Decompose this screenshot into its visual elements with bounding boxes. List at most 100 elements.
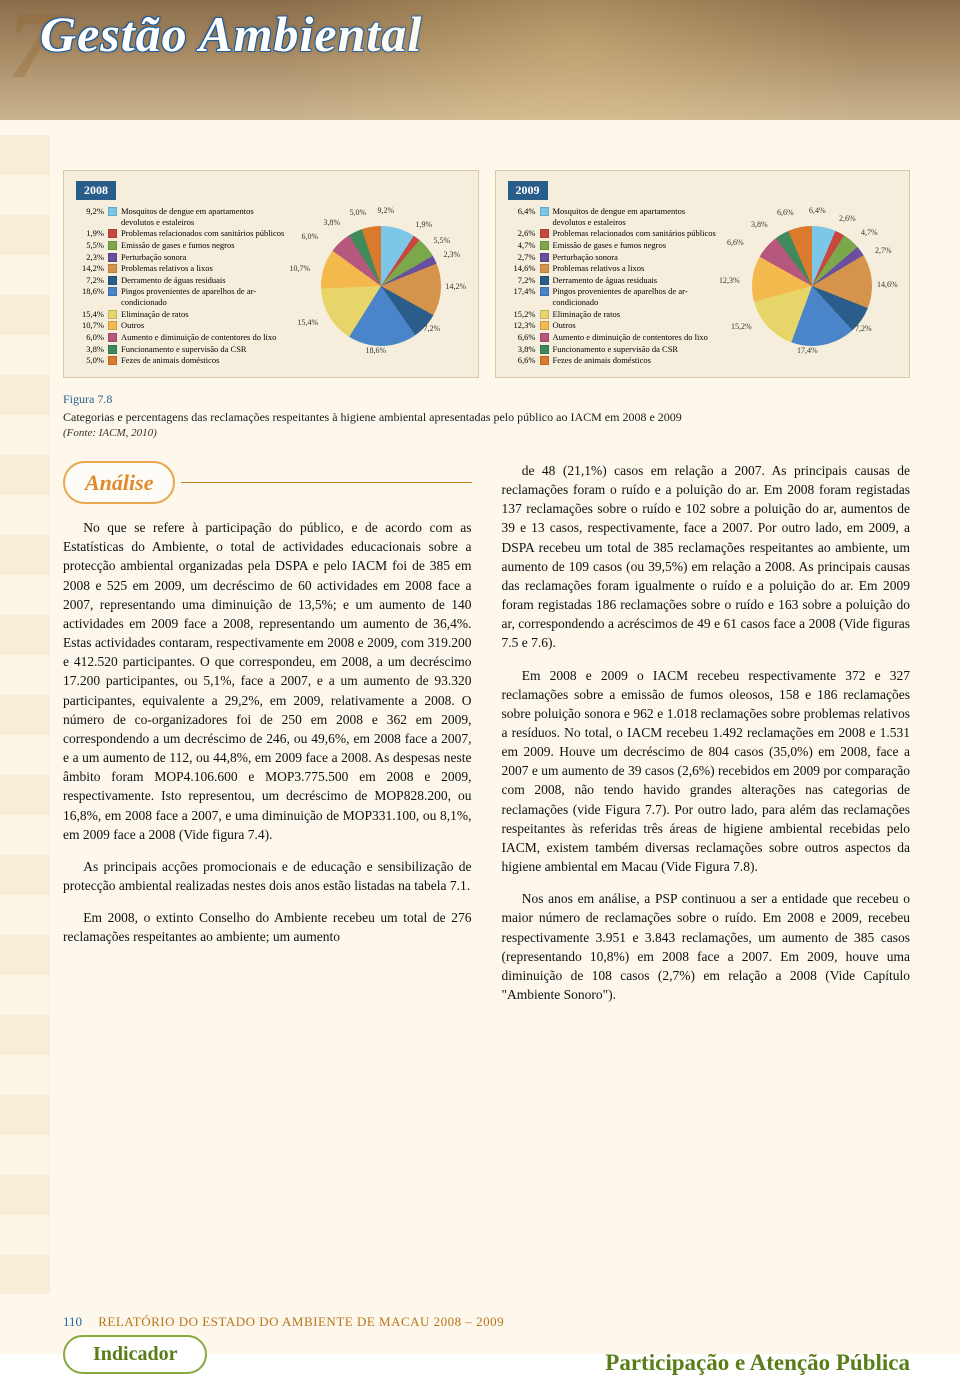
year-label: 2008	[76, 181, 116, 200]
legend-item: 6,0%Aumento e diminuição de contentores …	[76, 332, 288, 343]
legend-label: Eliminação de ratos	[121, 309, 288, 320]
pie-pct-label: 7,2%	[424, 324, 441, 333]
chapter-number: 7	[8, 0, 56, 100]
legend-swatch	[540, 345, 549, 354]
legend-label: Funcionamento e supervisão da CSR	[553, 344, 720, 355]
legend-label: Mosquitos de dengue em apartamentos devo…	[553, 206, 720, 227]
indicator-badge: Indicador	[63, 1335, 207, 1374]
legend-swatch	[108, 333, 117, 342]
legend-label: Pingos provenientes de aparelhos de ar-c…	[121, 286, 288, 307]
body-paragraph: Em 2008, o extinto Conselho do Ambiente …	[63, 908, 472, 946]
legend-item: 4,7% Emissão de gases e fumos negros	[508, 240, 720, 251]
pie-pct-label: 15,2%	[731, 322, 752, 331]
pie-pct-label: 7,2%	[855, 324, 872, 333]
legend-item: 5,5%Emissão de gases e fumos negros	[76, 240, 288, 251]
legend-item: 2,7%Perturbação sonora	[508, 252, 720, 263]
legend-swatch	[108, 310, 117, 319]
right-column: de 48 (21,1%) casos em relação a 2007. A…	[502, 461, 911, 1017]
legend-item: 7,2% Derramento de águas residuais	[508, 275, 720, 286]
pie-pct-label: 14,2%	[446, 282, 467, 291]
legend-pct: 3,8%	[76, 344, 104, 355]
legend-pct: 6,4%	[508, 206, 536, 217]
legend-label: Problemas relacionados com sanitários pú…	[121, 228, 288, 239]
pie-pct-label: 2,3%	[444, 250, 461, 259]
legend-swatch	[108, 207, 117, 216]
pie-pct-label: 5,0%	[350, 208, 367, 217]
charts-row: 2008 9,2%Mosquitos de dengue em apartame…	[63, 170, 910, 378]
pie-pct-label: 14,6%	[877, 280, 898, 289]
header-banner: 7 Gestão Ambiental	[0, 0, 960, 120]
chart-panel-2009: 2009 6,4%Mosquitos de dengue em apartame…	[495, 170, 911, 378]
legend-swatch	[540, 356, 549, 365]
legend-pct: 6,6%	[508, 355, 536, 366]
footer: 110 RELATÓRIO DO ESTADO DO AMBIENTE DE M…	[63, 1314, 504, 1330]
legend-swatch	[540, 264, 549, 273]
page: 7 Gestão Ambiental Indicador Participaçã…	[0, 0, 960, 1354]
legend-pct: 15,4%	[76, 309, 104, 320]
pie-pct-label: 6,4%	[809, 206, 826, 215]
chapter-title: Gestão Ambiental	[40, 5, 422, 63]
legend-label: Eliminação de ratos	[553, 309, 720, 320]
figure-source: (Fonte: IACM, 2010)	[63, 427, 910, 439]
body-paragraph: As principais acções promocionais e de e…	[63, 857, 472, 895]
legend-pct: 9,2%	[76, 206, 104, 217]
legend-item: 1,9%Problemas relacionados com sanitário…	[76, 228, 288, 239]
pie-pct-label: 17,4%	[797, 346, 818, 355]
legend-pct: 14,6%	[508, 263, 536, 274]
legend-label: Problemas relativos a lixos	[553, 263, 720, 274]
legend-pct: 6,6%	[508, 332, 536, 343]
legend-pct: 2,6%	[508, 228, 536, 239]
legend-swatch	[108, 253, 117, 262]
legend-label: Derramento de águas residuais	[553, 275, 720, 286]
legend-item: 17,4%Pingos provenientes de aparelhos de…	[508, 286, 720, 307]
legend-swatch	[108, 345, 117, 354]
legend-pct: 2,7%	[508, 252, 536, 263]
legend-pct: 4,7%	[508, 240, 536, 251]
legend-label: Fezes de animais domésticos	[553, 355, 720, 366]
pie-pct-label: 1,9%	[416, 220, 433, 229]
pie-pct-label: 9,2%	[378, 206, 395, 215]
legend-pct: 3,8%	[508, 344, 536, 355]
legend-item: 2,3%Perturbação sonora	[76, 252, 288, 263]
pie-pct-label: 6,0%	[302, 232, 319, 241]
pie-pct-label: 6,6%	[727, 238, 744, 247]
legend-label: Emissão de gases e fumos negros	[553, 240, 720, 251]
legend-item: 9,2%Mosquitos de dengue em apartamentos …	[76, 206, 288, 227]
pie-pct-label: 3,8%	[751, 220, 768, 229]
legend-label: Outros	[121, 320, 288, 331]
legend-label: Derramento de águas residuais	[121, 275, 288, 286]
body-paragraph: No que se refere à participação do públi…	[63, 518, 472, 844]
legend-pct: 14,2%	[76, 263, 104, 274]
pie-pct-label: 12,3%	[719, 276, 740, 285]
legend-swatch	[108, 356, 117, 365]
legend-label: Perturbação sonora	[121, 252, 288, 263]
chart-panel-2008: 2008 9,2%Mosquitos de dengue em apartame…	[63, 170, 479, 378]
legend-pct: 15,2%	[508, 309, 536, 320]
pie-chart-2009	[752, 226, 872, 346]
text-columns: Análise No que se refere à participação …	[63, 461, 910, 1017]
legend-swatch	[540, 287, 549, 296]
body-paragraph: de 48 (21,1%) casos em relação a 2007. A…	[502, 461, 911, 653]
pie-pct-label: 5,5%	[434, 236, 451, 245]
legend-item: 6,6%Aumento e diminuição de contentores …	[508, 332, 720, 343]
legend-item: 6,6% Fezes de animais domésticos	[508, 355, 720, 366]
legend-label: Fezes de animais domésticos	[121, 355, 288, 366]
pie-wrap-2008: 9,2%1,9%5,5%2,3%14,2%7,2%18,6%15,4%10,7%…	[296, 206, 466, 367]
left-column: Análise No que se refere à participação …	[63, 461, 472, 1017]
legend-item: 10,7% Outros	[76, 320, 288, 331]
legend-swatch	[540, 229, 549, 238]
legend-pct: 18,6%	[76, 286, 104, 297]
legend-item: 2,6%Problemas relacionados com sanitário…	[508, 228, 720, 239]
pie-pct-label: 4,7%	[861, 228, 878, 237]
legend-pct: 10,7%	[76, 320, 104, 331]
legend-swatch	[540, 333, 549, 342]
body-paragraph: Nos anos em análise, a PSP continuou a s…	[502, 889, 911, 1004]
pie-pct-label: 18,6%	[366, 346, 387, 355]
legend-pct: 5,0%	[76, 355, 104, 366]
page-number: 110	[63, 1314, 95, 1330]
analysis-heading-row: Análise	[63, 461, 472, 504]
figure-caption: Categorias e percentagens das reclamaçõe…	[63, 409, 910, 425]
legend-swatch	[540, 321, 549, 330]
legend-pct: 7,2%	[508, 275, 536, 286]
legend-2008: 9,2%Mosquitos de dengue em apartamentos …	[76, 206, 288, 367]
